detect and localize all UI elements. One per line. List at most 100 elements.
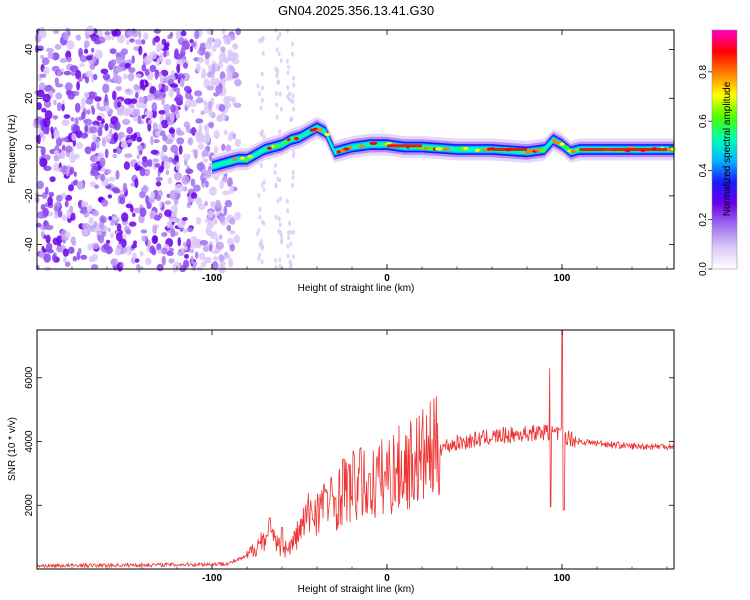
noise-blob — [121, 212, 129, 222]
noise-blob — [92, 242, 100, 250]
ridge-hotspot — [570, 149, 577, 153]
colorbar-frame — [711, 29, 738, 270]
noise-blob — [54, 145, 60, 152]
noise-blob — [138, 102, 145, 109]
noise-blob — [75, 69, 82, 80]
noise-blob — [97, 234, 101, 241]
noise-blob — [199, 239, 209, 246]
noise-blob — [65, 145, 73, 153]
noise-blob — [131, 55, 135, 64]
noise-blob — [257, 38, 261, 44]
noise-blob — [94, 49, 103, 60]
spectrogram-axes: -100 0 100 -40 -20 0 20 40 — [24, 30, 674, 284]
noise-blob — [153, 90, 162, 99]
noise-blob — [72, 255, 78, 262]
noise-blob — [61, 103, 65, 112]
ridge-hotspot — [324, 132, 331, 137]
noise-blob — [105, 239, 111, 244]
noise-blob — [80, 97, 86, 107]
noise-blob — [180, 77, 185, 88]
noise-blob — [76, 180, 84, 190]
noise-blob — [54, 44, 62, 50]
noise-blob — [167, 34, 173, 40]
noise-blob — [183, 259, 190, 269]
noise-blob — [158, 110, 167, 115]
noise-blob — [128, 67, 136, 73]
noise-blob — [125, 107, 133, 116]
noise-blob — [291, 182, 294, 188]
noise-blob — [56, 102, 62, 111]
noise-blob — [175, 94, 184, 104]
noise-blob — [71, 133, 77, 141]
noise-blob — [208, 64, 212, 72]
noise-blob — [107, 194, 113, 199]
noise-blob — [258, 206, 262, 212]
noise-blob — [225, 144, 232, 153]
ridge-streak — [492, 148, 527, 151]
noise-blob — [187, 137, 194, 146]
noise-blob — [74, 102, 81, 113]
noise-blob — [163, 161, 171, 170]
noise-blob — [180, 46, 185, 53]
noise-blob — [189, 45, 193, 53]
noise-blob — [231, 58, 240, 65]
noise-blob — [149, 64, 157, 73]
noise-blob — [201, 68, 207, 76]
noise-blob — [275, 47, 279, 52]
noise-blob — [189, 128, 197, 135]
noise-blob — [166, 250, 174, 256]
noise-blob — [289, 229, 293, 235]
noise-blob — [194, 30, 200, 40]
x-tick-label: -100 — [202, 273, 222, 284]
noise-blob — [152, 122, 158, 131]
noise-blob — [286, 28, 290, 34]
noise-blob — [155, 130, 161, 137]
noise-blob — [200, 261, 207, 268]
noise-blob — [190, 192, 198, 199]
noise-blob — [90, 64, 95, 70]
noise-blob — [211, 218, 218, 224]
noise-blob — [98, 221, 105, 230]
noise-blob — [104, 148, 109, 159]
noise-blob — [85, 98, 94, 105]
noise-blob — [45, 47, 54, 53]
noise-blob — [36, 89, 45, 98]
noise-blob — [219, 215, 226, 223]
noise-blob — [203, 107, 209, 114]
y-tick-label: -40 — [24, 237, 35, 252]
noise-blob — [289, 117, 293, 123]
noise-blob — [149, 51, 157, 60]
noise-blob — [139, 167, 146, 177]
noise-blob — [171, 211, 177, 218]
snr-axes: -100 0 100 2000 4000 6000 — [24, 330, 674, 584]
noise-blob — [62, 144, 66, 152]
noise-blob — [108, 176, 116, 182]
noise-blob — [79, 209, 88, 214]
spectrogram-y-label: Frequency (Hz) — [7, 115, 18, 184]
noise-blob — [173, 172, 183, 181]
noise-blob — [292, 82, 296, 88]
noise-blob — [76, 81, 80, 91]
ridge-hotspot — [290, 136, 295, 140]
noise-blob — [53, 155, 60, 162]
noise-blob — [222, 190, 231, 196]
noise-blob — [52, 254, 57, 262]
noise-blob — [277, 79, 281, 85]
noise-blob — [292, 150, 296, 155]
noise-blob — [72, 125, 78, 133]
noise-blob — [70, 117, 75, 122]
noise-blob — [89, 126, 98, 134]
ridge-hotspot — [435, 147, 443, 151]
noise-blob — [112, 153, 118, 159]
noise-blob — [258, 214, 262, 220]
noise-blob — [104, 34, 112, 41]
noise-blob — [133, 83, 139, 91]
noise-blob — [174, 53, 183, 60]
noise-blob — [112, 214, 118, 221]
noise-blob — [162, 155, 170, 163]
noise-blob — [81, 222, 91, 230]
noise-blob — [176, 30, 181, 41]
noise-blob — [134, 178, 139, 189]
noise-blob — [78, 47, 83, 58]
noise-blob — [117, 101, 121, 108]
